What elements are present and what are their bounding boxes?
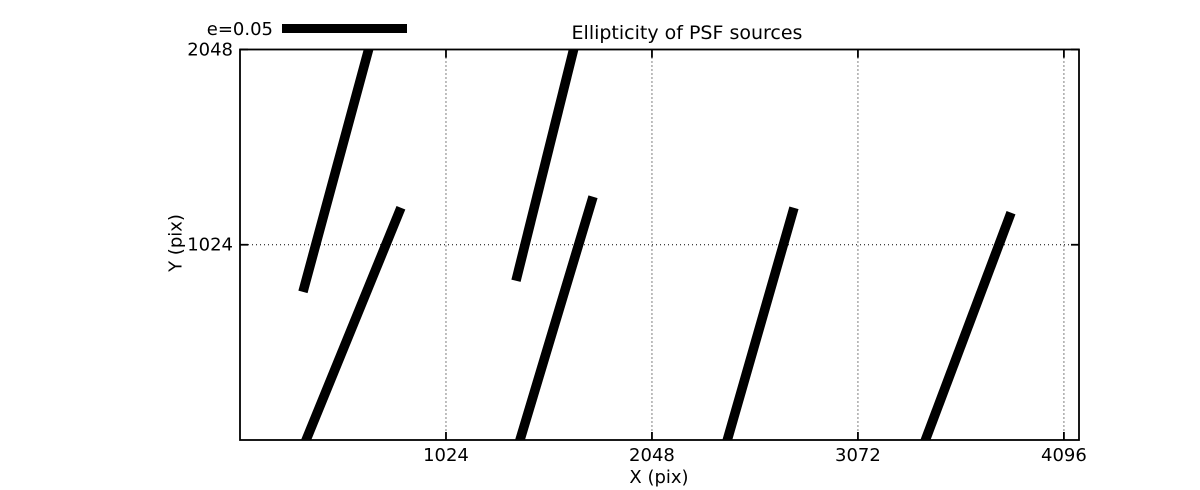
ellipticity-whisker [515, 195, 598, 440]
axes-spines [239, 48, 1080, 441]
ellipticity-whisker [920, 211, 1016, 440]
x-axis-label: X (pix) [629, 467, 689, 488]
y-tick-label: 2048 [187, 39, 233, 60]
ellipticity-whisker [722, 206, 799, 440]
ellipticity-whisker [511, 49, 579, 282]
ellipticity-whisker [298, 49, 374, 294]
x-tick-label: 2048 [629, 445, 675, 466]
x-tick-label: 4096 [1041, 445, 1087, 466]
y-tick-label: 1024 [187, 234, 233, 256]
x-tick-label: 1024 [423, 445, 469, 466]
ellipticity-whisker [300, 205, 406, 440]
x-tick-label: 3072 [835, 445, 881, 466]
legend-bar-swatch [282, 24, 407, 33]
legend-label: e=0.05 [206, 19, 273, 40]
chart-title: Ellipticity of PSF sources [571, 22, 803, 44]
